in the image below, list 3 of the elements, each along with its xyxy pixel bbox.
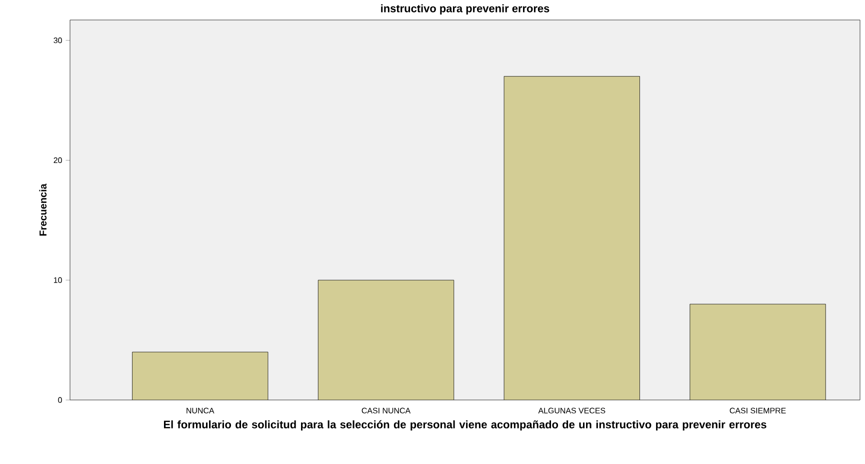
- y-axis-title: Frecuencia: [39, 184, 47, 236]
- chart-title: instructivo para prevenir errores: [381, 4, 550, 14]
- x-axis-title: El formulario de solicitud para la selección de personal viene acompañado de un instructivo para prevenir errores: [164, 420, 766, 431]
